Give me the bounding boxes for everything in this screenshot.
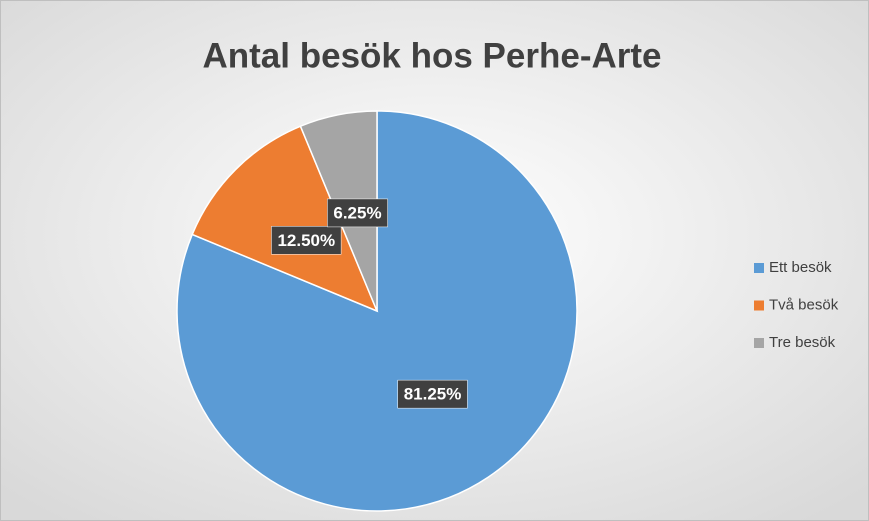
legend-swatch bbox=[754, 300, 764, 311]
data-label: 12.50% bbox=[277, 231, 335, 250]
data-label-box bbox=[271, 226, 342, 255]
data-label: 81.25% bbox=[404, 385, 462, 404]
legend-label: Tre besök bbox=[769, 334, 836, 351]
data-label-box bbox=[397, 379, 468, 409]
legend-label: Ett besök bbox=[769, 259, 832, 276]
data-label-box bbox=[327, 198, 388, 228]
legend-swatch bbox=[754, 338, 764, 348]
legend-swatch bbox=[754, 263, 764, 273]
data-label: 6.25% bbox=[333, 203, 381, 222]
legend-label: Två besök bbox=[769, 296, 839, 313]
pie-slice bbox=[191, 125, 379, 313]
chart-title: Antal besök hos Perhe-Arte bbox=[203, 36, 662, 75]
